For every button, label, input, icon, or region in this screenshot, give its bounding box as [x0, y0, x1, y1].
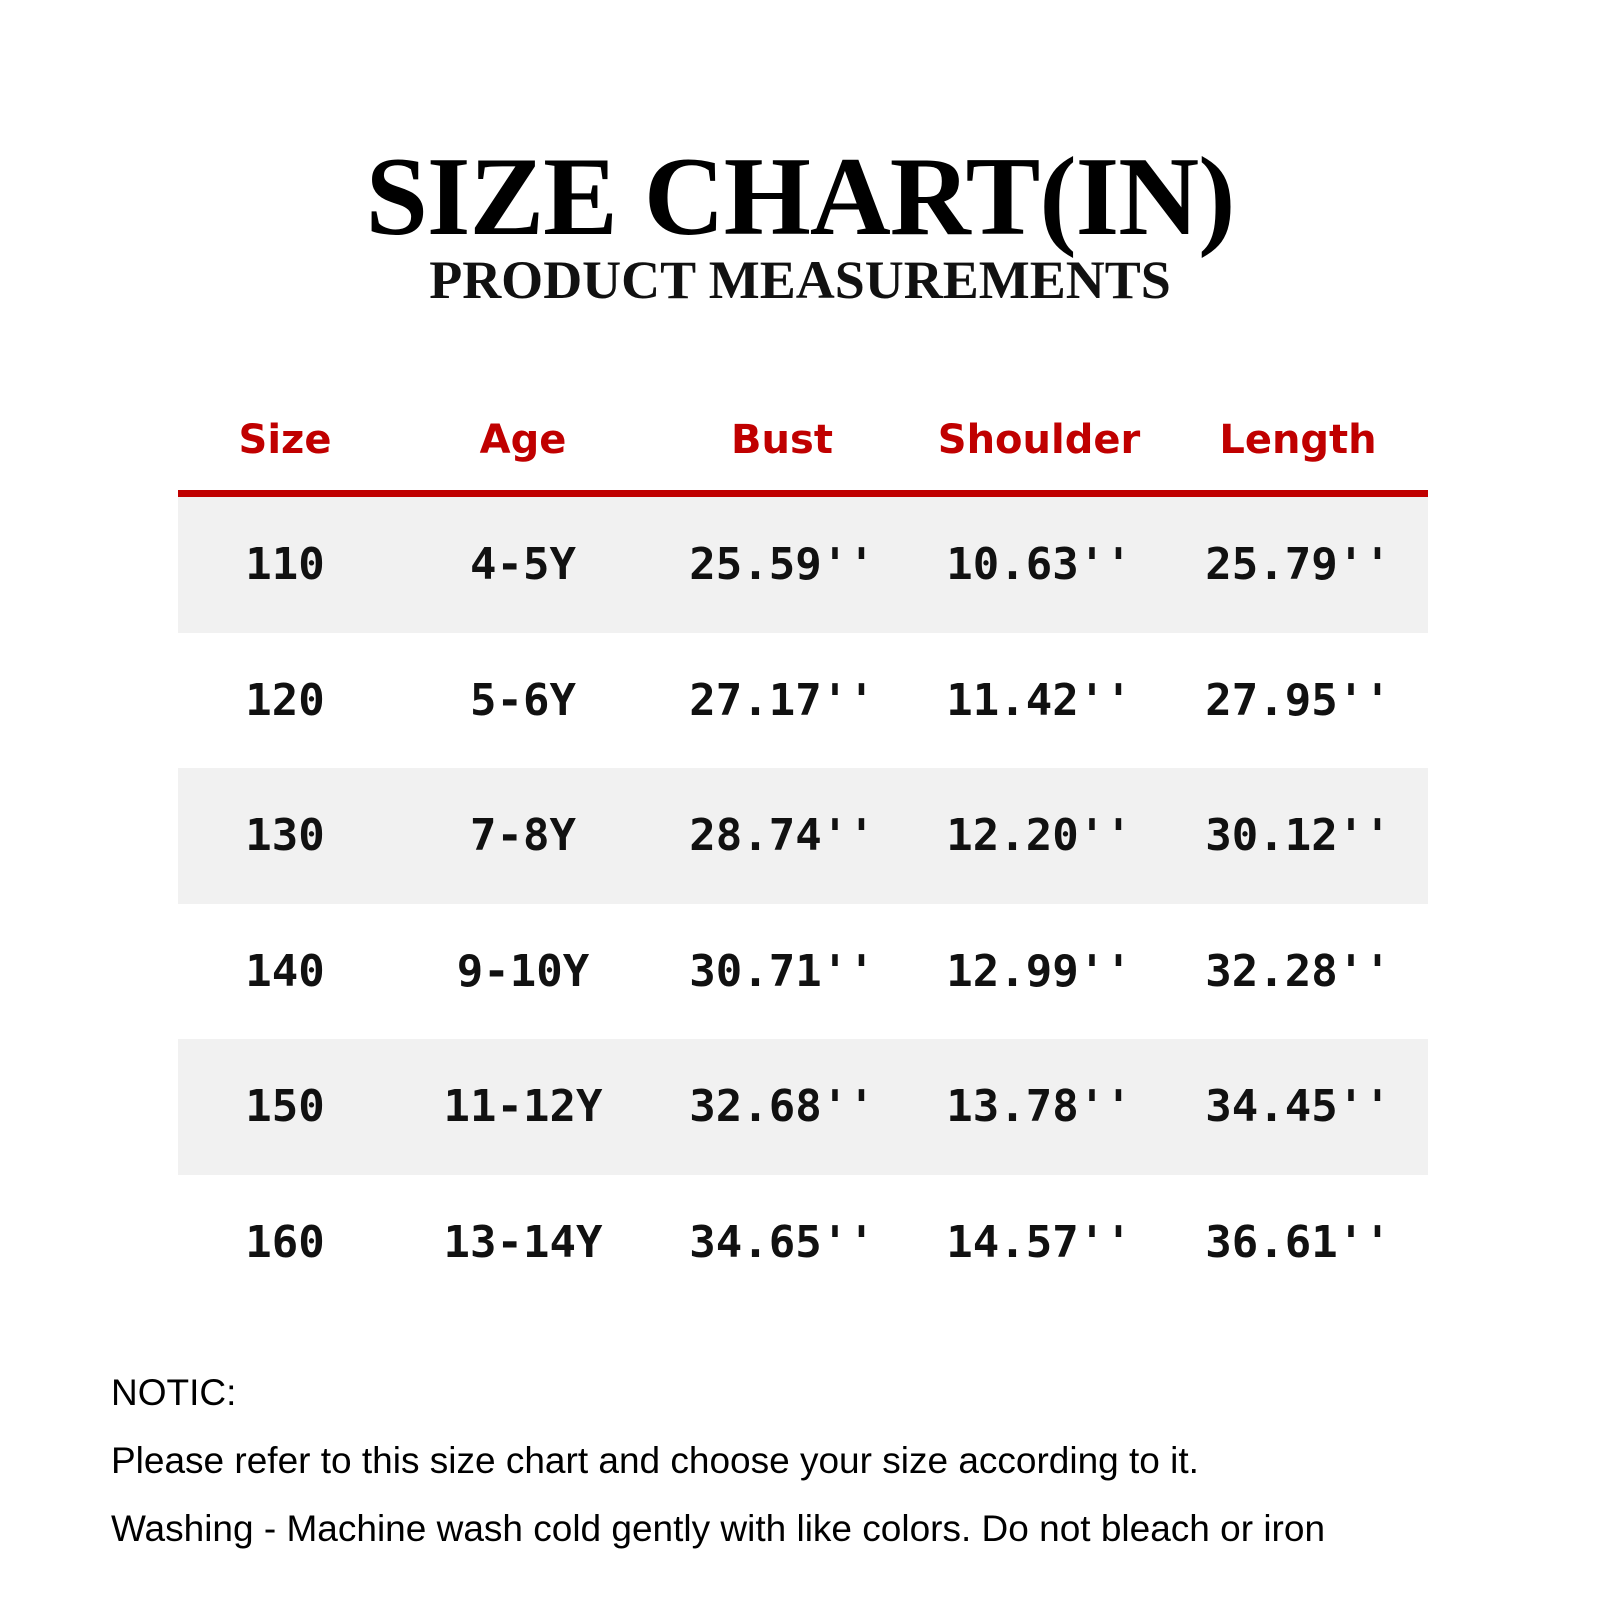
cell-shoulder: 14.57'': [946, 1216, 1132, 1268]
cell-shoulder: 11.42'': [946, 674, 1132, 726]
cell-age: 9-10Y: [456, 945, 590, 997]
cell-length: 25.79'': [1205, 539, 1391, 591]
size-table: Size Age Bust Shoulder Length 110 4-5Y 25.…: [178, 390, 1428, 1310]
table-row: 160 13-14Y 34.65'' 14.57'' 36.61'': [178, 1175, 1428, 1311]
cell-shoulder: 12.99'': [946, 945, 1132, 997]
cell-bust: 28.74'': [689, 810, 875, 862]
cell-age: 11-12Y: [443, 1081, 603, 1133]
table-row: 110 4-5Y 25.59'' 10.63'' 25.79'': [178, 497, 1428, 633]
cell-bust: 27.17'': [689, 674, 875, 726]
cell-age: 5-6Y: [470, 674, 576, 726]
cell-shoulder: 13.78'': [946, 1081, 1132, 1133]
header-shoulder: Shoulder: [937, 417, 1141, 463]
cell-length: 32.28'': [1205, 945, 1391, 997]
cell-age: 4-5Y: [470, 539, 576, 591]
table-row: 130 7-8Y 28.74'' 12.20'' 30.12'': [178, 768, 1428, 904]
notes-heading: NOTIC:: [111, 1372, 237, 1413]
cell-age: 7-8Y: [470, 810, 576, 862]
cell-size: 150: [245, 1081, 325, 1133]
header-age: Age: [479, 417, 567, 463]
cell-bust: 34.65'': [689, 1216, 875, 1268]
cell-length: 36.61'': [1205, 1216, 1391, 1268]
cell-size: 110: [245, 539, 325, 591]
cell-size: 140: [245, 945, 325, 997]
cell-age: 13-14Y: [443, 1216, 603, 1268]
page-title: SIZE CHART(IN): [365, 135, 1236, 259]
cell-length: 34.45'': [1205, 1081, 1391, 1133]
cell-bust: 25.59'': [689, 539, 875, 591]
cell-shoulder: 10.63'': [946, 539, 1132, 591]
cell-size: 120: [245, 674, 325, 726]
cell-bust: 32.68'': [689, 1081, 875, 1133]
notes: NOTIC: Please refer to this size chart a…: [111, 1368, 1325, 1572]
note-size-advice: Please refer to this size chart and choo…: [111, 1440, 1199, 1481]
table-header: Size Age Bust Shoulder Length: [178, 390, 1428, 497]
table-row: 140 9-10Y 30.71'' 12.99'' 32.28'': [178, 904, 1428, 1040]
header-bust: Bust: [731, 417, 833, 463]
header-size: Size: [238, 417, 332, 463]
table-row: 120 5-6Y 27.17'' 11.42'' 27.95'': [178, 633, 1428, 769]
cell-length: 27.95'': [1205, 674, 1391, 726]
header-length: Length: [1219, 417, 1377, 463]
page-subtitle: PRODUCT MEASUREMENTS: [429, 250, 1171, 310]
cell-shoulder: 12.20'': [946, 810, 1132, 862]
cell-size: 130: [245, 810, 325, 862]
cell-size: 160: [245, 1216, 325, 1268]
note-washing: Washing - Machine wash cold gently with …: [111, 1508, 1326, 1549]
cell-length: 30.12'': [1205, 810, 1391, 862]
cell-bust: 30.71'': [689, 945, 875, 997]
table-body: 110 4-5Y 25.59'' 10.63'' 25.79'' 120 5-6Y 27.17…: [178, 497, 1428, 1310]
table-row: 150 11-12Y 32.68'' 13.78'' 34.45'': [178, 1039, 1428, 1175]
